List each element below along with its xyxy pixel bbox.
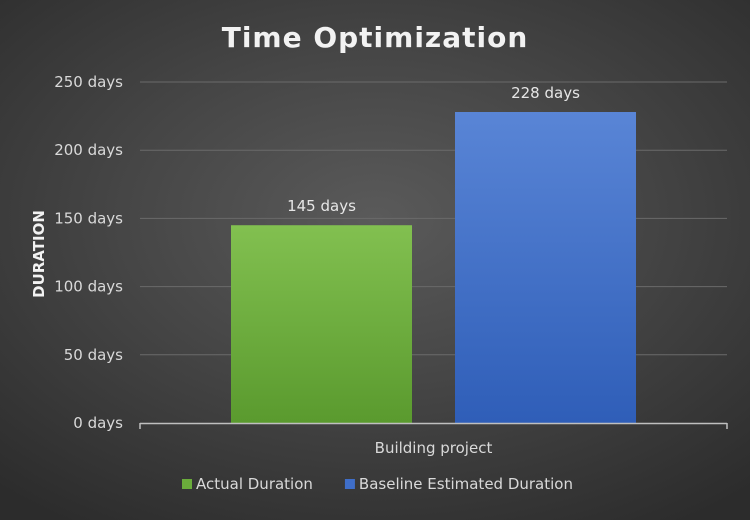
data-label: 228 days [511, 84, 580, 102]
y-tick-label: 150 days [54, 209, 123, 227]
bars [231, 112, 636, 424]
y-tick-labels: 0 days 50 days 100 days 150 days 200 days 250… [54, 73, 123, 432]
gridlines [140, 81, 727, 356]
chart-title: Time Optimization [222, 21, 529, 54]
y-tick-label: 50 days [64, 346, 123, 364]
bar [455, 112, 636, 424]
x-axis: Building project [139, 422, 728, 457]
bar [231, 225, 412, 423]
y-axis-title: DURATION [30, 210, 48, 298]
data-labels: 145 days 228 days [287, 84, 580, 215]
legend: Actual Duration Baseline Estimated Durati… [182, 475, 573, 493]
legend-swatch [182, 479, 192, 489]
data-label: 145 days [287, 197, 356, 215]
y-tick-label: 200 days [54, 141, 123, 159]
y-tick-label: 0 days [73, 414, 123, 432]
legend-swatch [344, 479, 355, 489]
y-tick-label: 250 days [54, 73, 123, 91]
x-tick-label: Building project [375, 439, 493, 457]
legend-label: Actual Duration [196, 475, 313, 493]
y-tick-label: 100 days [54, 278, 123, 296]
legend-label: Baseline Estimated Duration [359, 475, 573, 493]
